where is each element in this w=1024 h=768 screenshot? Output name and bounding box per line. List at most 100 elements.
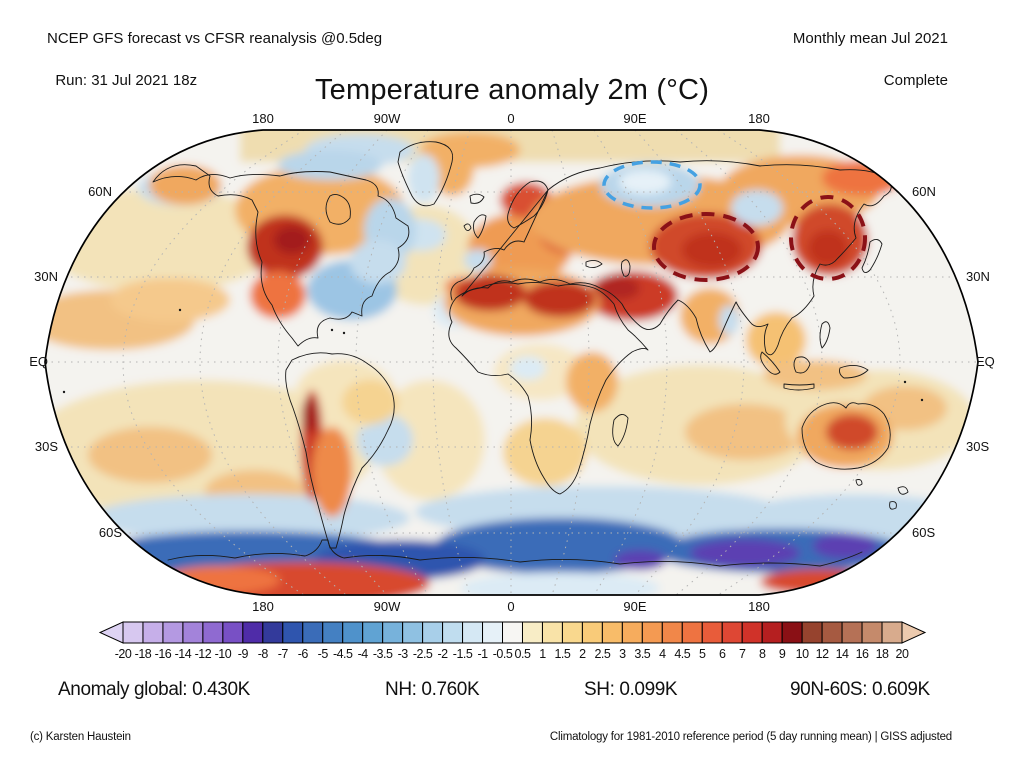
colorbar-cell — [162, 621, 184, 644]
graticule — [45, 130, 978, 595]
lon-label-top: 90E — [623, 111, 646, 126]
colorbar-tick-label: 0.5 — [515, 647, 531, 661]
colorbar-tick-label: -1.5 — [453, 647, 473, 661]
colorbar-tick-label: 8 — [759, 647, 766, 661]
colorbar-left-arrow — [98, 621, 124, 644]
header-right: Monthly mean Jul 2021 Complete — [793, 28, 948, 91]
lat-label-right: EQ — [976, 354, 995, 369]
colorbar-tick-label: -7 — [278, 647, 289, 661]
lat-label-right: 30N — [966, 269, 990, 284]
colorbar-cell — [282, 621, 304, 644]
colorbar-tick-label: 20 — [896, 647, 909, 661]
colorbar-cell — [881, 621, 903, 644]
colorbar-cell — [222, 621, 244, 644]
colorbar-cell — [601, 621, 623, 644]
colorbar-tick-label: 1 — [539, 647, 546, 661]
colorbar-cell — [841, 621, 863, 644]
colorbar-cell — [641, 621, 663, 644]
colorbar-tick-label: -8 — [258, 647, 269, 661]
colorbar-cell — [781, 621, 803, 644]
colorbar-cell — [422, 621, 444, 644]
colorbar-cell — [741, 621, 763, 644]
colorbar-tick-label: -3 — [398, 647, 409, 661]
colorbar-right-arrow — [901, 621, 927, 644]
colorbar-cell — [502, 621, 523, 644]
colorbar-tick-label: -10 — [215, 647, 232, 661]
warm-anomaly-annotation-central-asia — [652, 212, 760, 282]
colorbar-tick-label: -2 — [438, 647, 449, 661]
warm-anomaly-annotation-east-asia — [789, 195, 867, 281]
lat-label-left: EQ — [29, 354, 48, 369]
colorbar-cell — [142, 621, 164, 644]
lon-label-bottom: 90E — [623, 599, 646, 614]
lat-label-right: 60S — [912, 525, 935, 540]
lon-label-bottom: 90W — [374, 599, 401, 614]
colorbar-tick-label: -4.5 — [333, 647, 353, 661]
colorbar-tick-label: -5 — [318, 647, 329, 661]
lon-label-top: 180 — [252, 111, 274, 126]
colorbar-cell — [362, 621, 384, 644]
colorbar-cell — [182, 621, 204, 644]
lon-label-bottom: 180 — [252, 599, 274, 614]
colorbar-cell — [382, 621, 404, 644]
colorbar-cell — [202, 621, 224, 644]
lat-label-left: 60N — [88, 184, 112, 199]
colorbar-cell — [302, 621, 324, 644]
colorbar-cell — [342, 621, 364, 644]
lat-label-left: 30S — [35, 439, 58, 454]
cold-anomaly-annotation — [602, 160, 702, 210]
coastlines — [62, 141, 924, 567]
colorbar-cell — [402, 621, 424, 644]
lon-label-bottom: 180 — [748, 599, 770, 614]
stat-global-anomaly: Anomaly global: 0.430K — [58, 679, 250, 700]
lon-label-top: 90W — [374, 111, 401, 126]
colorbar-cell — [861, 621, 883, 644]
colorbar-tick-label: 7 — [739, 647, 746, 661]
model-line: NCEP GFS forecast vs CFSR reanalysis @0.… — [47, 30, 383, 47]
colorbar-cell — [661, 621, 683, 644]
colorbar-tick-label: -16 — [155, 647, 172, 661]
lat-label-left: 60S — [99, 525, 122, 540]
stat-sh-anomaly: SH: 0.099K — [584, 679, 678, 700]
colorbar-cell — [821, 621, 843, 644]
colorbar-tick-label: -6 — [298, 647, 309, 661]
climatology-note: Climatology for 1981-2010 reference peri… — [549, 731, 952, 743]
lon-label-top: 180 — [748, 111, 770, 126]
colorbar-tick-label: -2.5 — [413, 647, 433, 661]
lon-label-top: 0 — [507, 111, 514, 126]
colorbar-tick-label: 16 — [856, 647, 869, 661]
anomaly-field — [45, 130, 978, 595]
colorbar-tick-label: 12 — [816, 647, 829, 661]
colorbar-tick-label: 5 — [699, 647, 706, 661]
colorbar-cell — [242, 621, 264, 644]
credit-text: (c) Karsten Haustein — [30, 731, 131, 743]
colorbar-tick-label: 18 — [876, 647, 889, 661]
colorbar-cell — [721, 621, 743, 644]
colorbar-tick-label: 6 — [719, 647, 726, 661]
colorbar-cell — [462, 621, 484, 644]
colorbar-cell — [561, 621, 583, 644]
colorbar-tick-label: 1.5 — [554, 647, 570, 661]
colorbar-cell — [442, 621, 464, 644]
run-line: Run: 31 Jul 2021 18z — [55, 72, 198, 89]
stat-90n60s-anomaly: 90N-60S: 0.609K — [790, 679, 930, 700]
colorbar-tick-label: -0.5 — [493, 647, 513, 661]
colorbar-cell — [322, 621, 344, 644]
colorbar-tick-label: -9 — [238, 647, 249, 661]
colorbar-cell — [681, 621, 703, 644]
colorbar-tick-label: -18 — [135, 647, 152, 661]
colorbar-cell — [761, 621, 783, 644]
colorbar-cell — [482, 621, 504, 644]
lat-label-right: 60N — [912, 184, 936, 199]
colorbar-cell — [541, 621, 563, 644]
colorbar-cell — [521, 621, 543, 644]
colorbar-tick-label: -12 — [195, 647, 212, 661]
colorbar-cell — [122, 621, 144, 644]
colorbar-cell — [801, 621, 823, 644]
colorbar-tick-label: 9 — [779, 647, 786, 661]
colorbar-tick-label: 4 — [659, 647, 666, 661]
colorbar-tick-label: 3.5 — [634, 647, 650, 661]
colorbar-tick-label: -4 — [358, 647, 369, 661]
